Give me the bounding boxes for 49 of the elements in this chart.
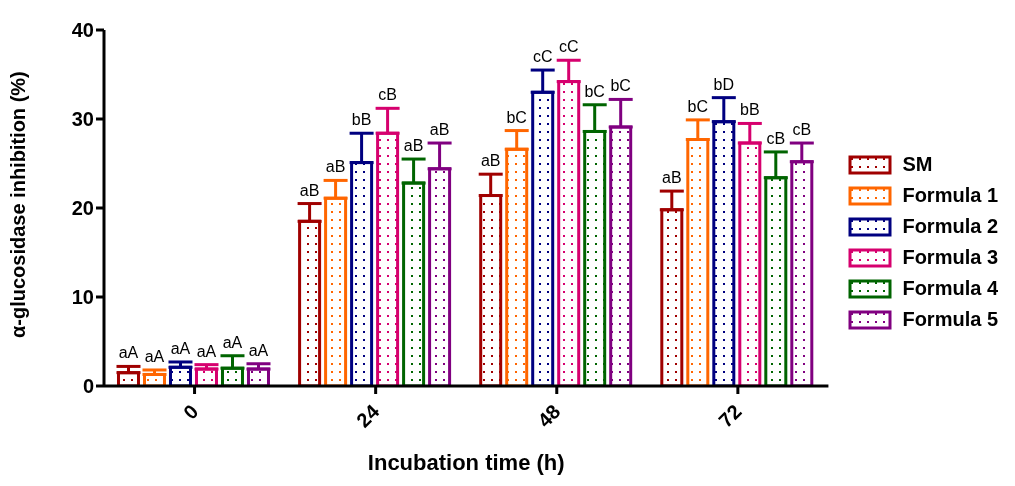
legend-label: Formula 5 xyxy=(902,308,998,331)
data-label: cB xyxy=(792,121,812,139)
data-label: aA xyxy=(196,342,217,360)
bar xyxy=(428,167,452,386)
data-label: bC xyxy=(584,82,605,100)
x-tick-label: 72 xyxy=(714,400,746,432)
x-tick-label: 48 xyxy=(533,400,565,432)
x-tick-label: 24 xyxy=(352,399,385,432)
data-label: aA xyxy=(222,333,243,351)
data-label: cB xyxy=(766,129,786,147)
bar xyxy=(479,194,503,386)
data-label: aA xyxy=(248,341,269,359)
data-label: aA xyxy=(170,339,191,357)
legend-label: Formula 4 xyxy=(902,277,998,300)
data-label: cC xyxy=(558,38,579,56)
bar xyxy=(764,176,788,386)
data-label: bB xyxy=(351,111,372,129)
legend-label: Formula 1 xyxy=(902,184,998,207)
data-label: aA xyxy=(118,344,139,362)
bar xyxy=(350,161,374,386)
data-label: bC xyxy=(610,77,631,95)
data-label: cB xyxy=(378,86,397,104)
data-label: aB xyxy=(662,169,682,187)
data-label: aB xyxy=(299,181,320,199)
legend-label: SM xyxy=(902,153,933,176)
bar xyxy=(790,160,814,386)
data-label: cC xyxy=(532,48,553,66)
x-axis-title: Incubation time (h) xyxy=(367,450,565,475)
bar xyxy=(712,120,736,386)
data-label: aB xyxy=(325,158,346,176)
legend-label: Formula 2 xyxy=(902,215,998,238)
legend-label: Formula 3 xyxy=(902,246,998,269)
data-label: bC xyxy=(506,108,527,126)
data-label: bB xyxy=(740,101,760,119)
bar xyxy=(660,208,684,386)
y-axis-title: α-glucosidase inhibition (%) xyxy=(7,71,30,338)
y-tick-label: 40 xyxy=(71,19,94,42)
data-label: aA xyxy=(144,347,165,365)
x-tick-label: 0 xyxy=(178,400,203,424)
data-label: aB xyxy=(403,137,424,155)
data-label: bC xyxy=(687,97,709,115)
y-tick-label: 0 xyxy=(82,375,94,398)
data-label: aB xyxy=(480,152,501,170)
y-tick-label: 10 xyxy=(71,286,94,309)
data-label: aB xyxy=(429,121,450,139)
y-tick-label: 20 xyxy=(71,197,94,220)
bar xyxy=(557,80,581,386)
data-label: bD xyxy=(713,75,735,93)
y-tick-label: 30 xyxy=(71,108,94,131)
